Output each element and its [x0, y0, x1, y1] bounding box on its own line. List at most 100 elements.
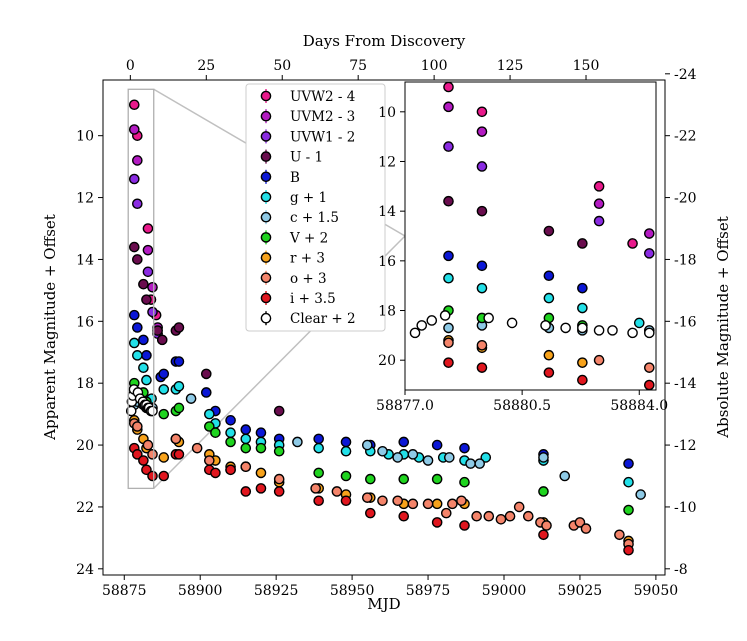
legend-entry-r-3: r + 3: [260, 250, 325, 267]
inset-x-tick-label: 58880.5: [493, 398, 551, 414]
inset-series-b: [443, 250, 588, 294]
data-point-b: [459, 442, 470, 454]
inset-data-point-r-3: [577, 357, 588, 368]
legend-label: UVW1 - 2: [290, 129, 355, 145]
inset-series-uvw1-2: [443, 141, 655, 259]
data-point-v-2: [623, 504, 634, 516]
x-tick-label: 58950: [330, 583, 375, 599]
data-point-c-1-5: [377, 445, 388, 457]
inset-data-point-b: [577, 282, 588, 294]
inset-y-tick-label: 20: [378, 353, 396, 369]
y-tick-label: 12: [76, 191, 94, 207]
y2-tick-label: -10: [674, 500, 697, 516]
data-point-i-3-5: [240, 486, 252, 497]
inset-data-point-clear-2: [426, 315, 438, 326]
inset-data-point-o-3: [476, 339, 488, 351]
data-point-o-3: [574, 517, 586, 528]
data-point-b: [313, 433, 324, 445]
legend-entry-u-1: U - 1: [260, 149, 323, 166]
data-point-uvm2-3: [128, 124, 140, 135]
data-point-o-3: [471, 510, 482, 522]
data-point-g-1: [138, 362, 149, 374]
data-point-o-3: [614, 529, 625, 541]
legend-entry-uvw2-4: UVW2 - 4: [260, 89, 355, 105]
data-point-v-2: [398, 473, 410, 485]
legend-marker: [260, 131, 272, 142]
data-point-c-1-5: [407, 449, 419, 460]
data-point-c-1-5: [474, 458, 485, 469]
data-point-i-3-5: [623, 544, 634, 556]
inset-data-point-g-1: [476, 282, 488, 294]
y2-tick-label: -8: [674, 562, 688, 578]
legend-marker: [260, 211, 272, 223]
data-point-u-1: [132, 254, 143, 265]
data-point-o-3: [361, 492, 373, 503]
data-point-g-1: [313, 442, 324, 454]
data-point-uvw1-2: [132, 198, 143, 210]
data-point-u-1: [138, 278, 149, 290]
y-tick-label: 10: [76, 129, 94, 145]
data-point-g-1: [158, 384, 170, 395]
inset-y-tick-label: 18: [378, 304, 396, 320]
data-point-o-3: [422, 498, 434, 510]
data-point-uvw2-4: [142, 223, 154, 234]
y-axis-label: Apparent Magnitude + Offset: [41, 214, 59, 441]
inset-data-point-uvw1-2: [593, 215, 605, 227]
data-point-uvw1-2: [128, 173, 140, 185]
data-point-v-2: [255, 442, 267, 454]
legend-marker: [260, 191, 272, 203]
inset-data-point-o-3: [593, 354, 605, 366]
data-point-b: [340, 436, 352, 448]
data-point-o-3: [483, 510, 495, 522]
inset-data-point-clear-2: [506, 317, 518, 329]
data-point-i-3-5: [340, 495, 352, 507]
data-point-c-1-5: [635, 489, 646, 500]
inset-y-tick-label: 12: [378, 154, 396, 170]
legend-entry-o-3: o + 3: [260, 270, 327, 287]
legend: UVW2 - 4 UVM2 - 3 UVW1 - 2 U - 1 Bg + 1 c + 1…: [245, 83, 386, 332]
data-point-b: [255, 427, 267, 438]
data-point-o-3: [580, 523, 592, 534]
data-point-o-3: [331, 486, 343, 497]
data-point-i-3-5: [210, 467, 221, 479]
inset-data-point-uvw2-4: [476, 106, 488, 118]
inset-data-point-uvm2-3: [443, 101, 454, 113]
data-point-c-1-5: [444, 452, 455, 463]
x-tick-label: 58975: [406, 583, 451, 599]
legend-label: Clear + 2: [290, 311, 356, 327]
legend-marker: [260, 232, 272, 243]
data-point-b: [141, 350, 152, 361]
data-point-o-3: [392, 495, 403, 507]
y2-axis-label: Absolute Magnitude + Offset: [714, 216, 732, 438]
x-tick-label: 59050: [634, 583, 679, 599]
x-tick-label: 58875: [102, 583, 147, 599]
inset-data-point-g-1: [443, 272, 454, 284]
inset-data-point-u-1: [543, 225, 555, 237]
inset-x-tick-label: 58884.0: [610, 398, 668, 414]
inset-data-point-g-1: [543, 292, 555, 304]
y2-tick-label: -12: [674, 438, 697, 454]
x2-axis-label: Days From Discovery: [303, 32, 466, 50]
inset-data-point-uvm2-3: [644, 228, 655, 239]
legend-marker: [260, 171, 272, 183]
inset-plot: 58877.0 58880.5 58884.0 10 12 14 16 18 20: [376, 81, 668, 414]
inset-data-point-u-1: [577, 238, 588, 249]
legend-marker: [260, 151, 272, 162]
data-point-r-3: [158, 452, 170, 463]
data-point-u-1: [273, 405, 285, 417]
data-point-o-3: [273, 473, 285, 485]
data-point-o-3: [170, 433, 182, 445]
data-point-v-2: [173, 402, 185, 414]
inset-data-point-uvm2-3: [476, 126, 488, 137]
data-point-o-3: [407, 498, 419, 510]
inset-x-tick-label: 58877.0: [376, 398, 434, 414]
data-point-uvw1-2: [142, 266, 154, 278]
data-point-b: [431, 439, 443, 451]
main-axes-frame: [102, 79, 666, 576]
inset-data-point-clear-2: [483, 312, 494, 324]
x2-tick-label: 150: [573, 58, 600, 74]
inset-data-point-uvw2-4: [627, 238, 638, 249]
legend-label: c + 1.5: [290, 210, 339, 226]
inset-series-o-3: [443, 337, 655, 373]
legend-marker: [260, 272, 272, 284]
